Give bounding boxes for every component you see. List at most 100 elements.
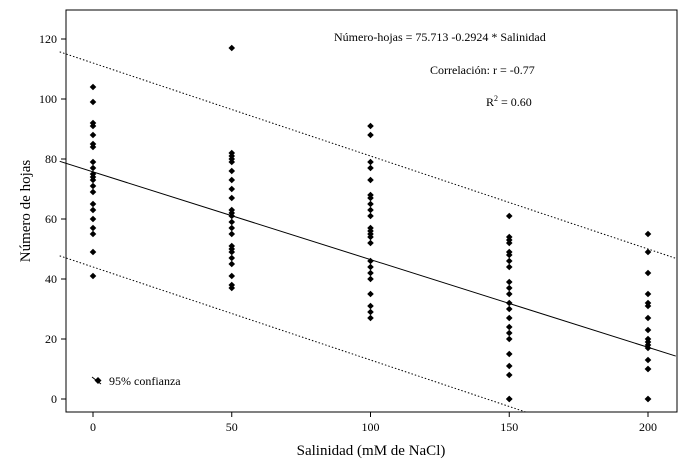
data-point [228, 44, 236, 52]
data-point [228, 158, 236, 166]
data-point [367, 257, 374, 265]
data-point [505, 239, 513, 247]
data-point [89, 248, 97, 256]
data-point [367, 269, 374, 277]
data-point [505, 290, 513, 298]
data-point [644, 314, 652, 322]
data-point [367, 233, 374, 241]
data-point [367, 275, 374, 283]
data-point [89, 224, 97, 232]
data-point [228, 248, 236, 256]
data-point [367, 164, 374, 172]
equation-annotation: Número-hojas = 75.713 -0.2924 * Salinida… [334, 30, 546, 44]
data-point [367, 158, 374, 166]
data-point [89, 206, 97, 214]
data-point [644, 365, 652, 373]
r-squared-superscript: 2 [494, 94, 498, 103]
data-point [367, 200, 374, 208]
r-squared-value: = 0.60 [498, 95, 532, 109]
data-point [228, 254, 236, 262]
x-tick-label: 0 [90, 420, 96, 434]
data-point [89, 176, 97, 184]
data-point [367, 194, 374, 202]
y-tick-label: 80 [45, 152, 57, 166]
data-point [228, 218, 236, 226]
data-point [89, 188, 97, 196]
x-tick-label: 100 [362, 420, 380, 434]
data-point [367, 239, 374, 247]
data-point [367, 131, 374, 139]
plot-frame [65, 9, 678, 413]
data-point [644, 395, 652, 403]
data-point [644, 326, 652, 334]
confidence-upper-line [59, 51, 676, 259]
r-squared-label: R [486, 95, 494, 109]
data-point [228, 260, 236, 268]
correlation-annotation: Correlación: r = -0.77 [430, 63, 535, 77]
data-point [505, 299, 513, 307]
data-point [367, 176, 374, 184]
data-point [228, 176, 236, 184]
data-point [505, 251, 513, 259]
y-axis-title: Número de hojas [18, 160, 34, 263]
data-point [367, 314, 374, 322]
data-point [367, 302, 374, 310]
data-point [228, 167, 236, 175]
data-point [228, 194, 236, 202]
data-point [367, 206, 374, 214]
y-tick-label: 100 [39, 92, 57, 106]
data-point [89, 215, 97, 223]
data-point [228, 212, 236, 220]
data-point [505, 323, 513, 331]
x-tick-label: 150 [500, 420, 518, 434]
data-points [89, 44, 652, 403]
data-point [505, 371, 513, 379]
data-point [228, 230, 236, 238]
confidence-band [59, 51, 676, 413]
data-point [505, 212, 513, 220]
data-point [644, 230, 652, 238]
r-squared-annotation: R2 = 0.60 [486, 94, 532, 109]
data-point [89, 131, 97, 139]
axes: 0 50 100 150 200 0 20 40 60 80 100 120 [39, 32, 657, 434]
legend-confidence-marker [94, 377, 102, 384]
data-point [367, 290, 374, 298]
data-point [644, 302, 652, 310]
confidence-lower-line [59, 255, 526, 413]
data-point [505, 350, 513, 358]
data-point [505, 284, 513, 292]
data-point [505, 257, 513, 265]
y-tick-label: 20 [45, 332, 57, 346]
data-point [89, 200, 97, 208]
y-tick-label: 60 [45, 212, 57, 226]
data-point [89, 158, 97, 166]
data-point [505, 278, 513, 286]
regression-line-group [59, 160, 676, 357]
data-point [89, 83, 97, 91]
regression-line [59, 160, 676, 357]
y-tick-label: 120 [39, 32, 57, 46]
x-tick-label: 50 [226, 420, 238, 434]
data-point [89, 143, 97, 151]
data-point [228, 284, 236, 292]
legend-confidence-label: 95% confianza [109, 374, 181, 388]
data-point [644, 248, 652, 256]
data-point [89, 230, 97, 238]
data-point [228, 224, 236, 232]
data-point [644, 290, 652, 298]
x-tick-label: 200 [639, 420, 657, 434]
data-point [505, 263, 513, 271]
data-point [367, 263, 374, 271]
x-axis-title: Salinidad (mM de NaCl) [297, 443, 446, 459]
data-point [228, 185, 236, 193]
data-point [644, 269, 652, 277]
data-point [644, 356, 652, 364]
y-tick-label: 0 [51, 392, 57, 406]
data-point [505, 314, 513, 322]
data-point [89, 98, 97, 106]
data-point [89, 164, 97, 172]
data-point [505, 305, 513, 313]
data-point [89, 182, 97, 190]
data-point [89, 122, 97, 130]
